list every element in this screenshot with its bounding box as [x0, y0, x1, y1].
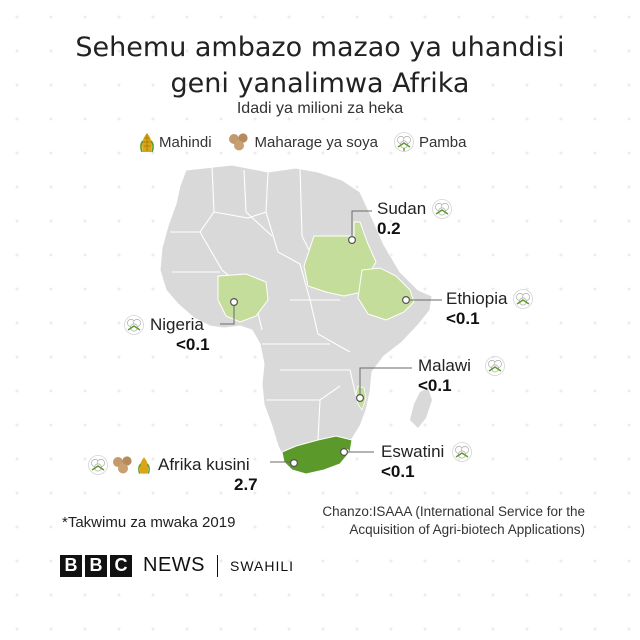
page-title: Sehemu ambazo mazao ya uhandisi geni yan… — [0, 30, 640, 102]
ethiopia-shape — [357, 267, 415, 321]
source-line-2: Acquisition of Agri-biotech Applications… — [349, 522, 585, 537]
nigeria-marker — [230, 298, 239, 307]
legend-label-maize: Mahindi — [159, 133, 212, 151]
malawi-label: Malawi <0.1 — [418, 356, 505, 396]
bbc-letter-c: C — [110, 554, 132, 577]
maize-icon — [140, 133, 154, 153]
africa-map — [159, 164, 442, 475]
eswatini-marker — [340, 448, 349, 457]
bbc-letter-b2: B — [85, 554, 107, 577]
malawi-marker — [356, 394, 365, 403]
cotton-icon — [88, 455, 108, 475]
subtitle: Idadi ya milioni za heka — [236, 100, 404, 117]
leader-lines — [220, 210, 442, 463]
cotton-icon — [452, 442, 473, 462]
ethiopia-value: <0.1 — [446, 309, 480, 328]
eswatini-label: Eswatini <0.1 — [381, 442, 473, 482]
eswatini-name: Eswatini — [381, 442, 445, 461]
sudan-value: 0.2 — [377, 219, 401, 238]
malawi-value: <0.1 — [418, 376, 452, 395]
bbc-letter-b1: B — [60, 554, 82, 577]
ethiopia-marker — [402, 296, 411, 305]
service-name: SWAHILI — [230, 557, 295, 574]
location-markers — [230, 236, 411, 468]
footnote: *Takwimu za mwaka 2019 — [62, 514, 236, 531]
sudan-marker — [348, 236, 357, 245]
soybean-icon — [113, 456, 132, 474]
ethiopia-label: Ethiopia <0.1 — [446, 289, 534, 329]
cotton-icon — [513, 289, 534, 309]
legend-label-cotton: Pamba — [418, 133, 467, 151]
south-africa-marker — [290, 459, 299, 468]
sudan-label: Sudan 0.2 — [377, 199, 453, 239]
legend-item-maize: Mahindi — [140, 131, 212, 153]
bbc-news-swahili-logo: B B C NEWS SWAHILI — [60, 554, 294, 577]
nigeria-label: Nigeria <0.1 — [124, 315, 210, 355]
cotton-icon — [485, 356, 505, 376]
source-line-1: Chanzo:ISAAA (International Service for … — [322, 504, 585, 519]
nigeria-shape — [217, 273, 269, 323]
country-borders — [170, 165, 357, 441]
soybean-icon — [228, 133, 248, 151]
title-line-1: Sehemu ambazo mazao ya uhandisi — [75, 32, 565, 63]
maize-icon — [138, 457, 150, 474]
legend-item-soybean: Maharage ya soya — [228, 133, 378, 151]
legend: Mahindi Maharage ya soya Pamba — [140, 131, 482, 153]
ethiopia-name: Ethiopia — [446, 289, 508, 308]
legend-label-soybean: Maharage ya soya — [254, 133, 378, 151]
legend-item-cotton: Pamba — [394, 132, 467, 152]
south-africa-name: Afrika kusini — [158, 455, 250, 474]
cotton-icon — [432, 199, 453, 219]
source-note: Chanzo:ISAAA (International Service for … — [285, 503, 585, 539]
nigeria-value: <0.1 — [176, 335, 210, 354]
news-wordmark: NEWS — [143, 554, 205, 576]
south-africa-label: Afrika kusini 2.7 — [88, 455, 258, 495]
cotton-icon — [124, 315, 144, 335]
malawi-name: Malawi — [418, 356, 471, 375]
logo-divider — [217, 554, 218, 577]
sudan-name: Sudan — [377, 199, 427, 218]
nigeria-name: Nigeria — [150, 315, 204, 334]
title-line-2: geni yanalimwa Afrika — [170, 68, 470, 99]
eswatini-value: <0.1 — [381, 462, 415, 481]
madagascar-shape — [410, 388, 432, 428]
cotton-icon — [394, 132, 414, 152]
south-africa-shape — [281, 435, 353, 475]
south-africa-value: 2.7 — [234, 475, 258, 494]
